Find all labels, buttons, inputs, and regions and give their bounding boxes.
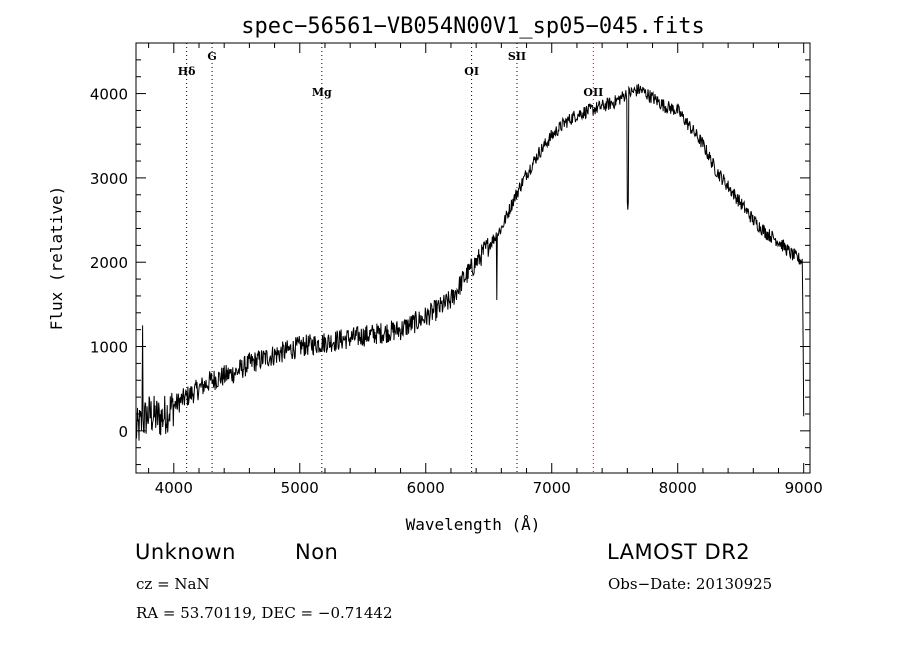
coordinates-label: RA = 53.70119, DEC = −0.71442: [136, 604, 393, 622]
x-tick-label: 9000: [785, 479, 823, 497]
x-tick-label: 7000: [533, 479, 571, 497]
spectrum-line: [135, 83, 805, 441]
spectral-line-label: OI: [464, 65, 479, 78]
redshift-label: cz = NaN: [136, 575, 210, 593]
spectral-line-label: G: [207, 50, 216, 63]
subclass-label: Non: [295, 540, 339, 564]
obs-date-label: Obs−Date: 20130925: [608, 575, 773, 593]
y-tick-label: 2000: [90, 254, 128, 272]
class-label: Unknown: [135, 540, 236, 564]
spectral-line-label: Mg: [312, 86, 332, 99]
plot-frame: [135, 42, 811, 474]
y-axis-label: Flux (relative): [47, 186, 66, 331]
survey-label: LAMOST DR2: [607, 540, 751, 564]
x-tick-label: 4000: [155, 479, 193, 497]
y-tick-label: 4000: [90, 86, 128, 104]
spectral-line-label: OII: [583, 86, 603, 99]
chart-title: spec−56561−VB054N00V1_sp05−045.fits: [241, 14, 705, 39]
spectral-line-label: Hδ: [178, 65, 196, 78]
x-tick-label: 5000: [281, 479, 319, 497]
x-tick-label: 6000: [407, 479, 445, 497]
y-tick-label: 0: [118, 423, 128, 441]
spectral-line-label: SII: [508, 50, 526, 63]
y-tick-label: 1000: [90, 339, 128, 357]
x-tick-label: 8000: [659, 479, 697, 497]
x-axis-label: Wavelength (Å): [406, 515, 541, 534]
y-tick-label: 3000: [90, 170, 128, 188]
